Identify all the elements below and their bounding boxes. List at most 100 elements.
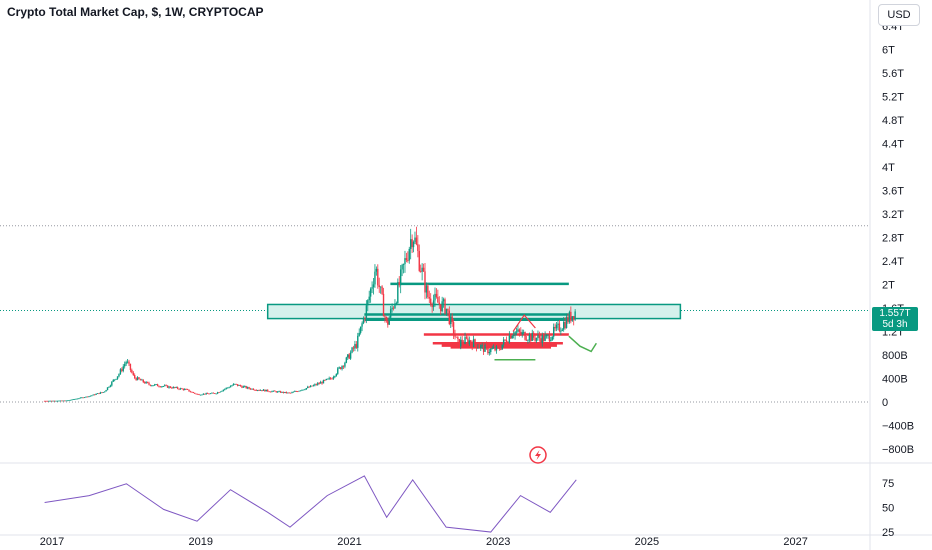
candle-body (515, 331, 518, 333)
candle-body (335, 373, 338, 377)
candle-body (162, 386, 165, 387)
candle-body (344, 362, 346, 367)
candle-body (56, 400, 59, 402)
candle-body (244, 386, 246, 388)
candle-body (510, 335, 512, 339)
candle-body (408, 248, 410, 261)
candle-body (215, 393, 217, 395)
candle-body (460, 339, 462, 347)
price-axis: 6.4T6T5.6T5.2T4.8T4.4T4T3.6T3.2T2.8T2.4T… (882, 21, 914, 539)
candle-body (560, 330, 562, 332)
candle-body (63, 400, 66, 402)
candle-body (454, 334, 456, 337)
candle-body (301, 389, 303, 391)
flash-circle-icon[interactable] (529, 446, 547, 464)
candle-body (457, 337, 459, 339)
candle-body (554, 326, 556, 329)
candle-body (297, 391, 299, 393)
candle-body (488, 352, 491, 354)
candle-body (357, 335, 359, 348)
candle-body (431, 304, 433, 308)
red-arrow-annotation (512, 314, 536, 332)
candle-body (72, 399, 74, 400)
candle-body (142, 379, 144, 383)
price-tick-label: −800B (882, 444, 914, 456)
candle-body (89, 395, 92, 397)
candle-body (358, 332, 360, 336)
candle-body (420, 270, 422, 272)
candle-body (440, 304, 442, 312)
candle-body (525, 339, 528, 341)
candle-body (461, 339, 463, 344)
candle-body (507, 342, 509, 344)
candle-body (224, 388, 226, 390)
price-tick-label: 4.8T (882, 115, 904, 127)
candle-body (379, 286, 382, 288)
candle-body (311, 385, 313, 387)
price-tick-label: 4T (882, 162, 895, 174)
price-tick-label: −400B (882, 421, 914, 433)
candle-body (331, 378, 333, 380)
candle-body (214, 393, 216, 394)
candle-body (482, 344, 485, 352)
candle-body (478, 347, 481, 349)
time-tick-label: 2019 (189, 536, 213, 548)
candle-body (511, 335, 513, 339)
candle-body (501, 344, 503, 350)
candle-body (389, 309, 392, 318)
candle-body (314, 384, 316, 386)
candle-body (101, 392, 103, 394)
candle-body (348, 354, 350, 359)
candle-body (328, 377, 330, 379)
candle-body (520, 331, 522, 335)
candle-body (92, 394, 94, 396)
candle-body (146, 381, 149, 383)
candle-body (259, 390, 262, 391)
candle-body (218, 392, 220, 393)
candle-body (502, 339, 505, 345)
candle-body (201, 394, 203, 396)
candle-body (198, 394, 200, 395)
candle-body (474, 339, 476, 345)
candle-body (52, 400, 54, 402)
candle-body (284, 391, 286, 393)
candle-body (375, 268, 378, 272)
candle-body (226, 387, 229, 389)
candle-body (338, 367, 340, 369)
candle-body (274, 390, 276, 392)
candle-body (441, 301, 443, 312)
candle-body (199, 394, 202, 396)
candle-body (378, 285, 380, 288)
candle-body (531, 332, 533, 341)
candle-body (428, 297, 430, 299)
last-price-label: 1.557T (879, 308, 911, 319)
candle-body (392, 307, 395, 309)
candle-body (484, 345, 486, 352)
candle-body (334, 376, 336, 378)
candle-body (568, 311, 571, 323)
candle-body (59, 400, 62, 402)
price-tick-label: 3.2T (882, 209, 904, 221)
candle-body (471, 342, 473, 347)
candle-body (272, 390, 275, 392)
candle-body (398, 282, 400, 286)
candle-body (131, 370, 133, 373)
candle-body (168, 386, 170, 388)
candle-body (68, 400, 70, 401)
candle-body (465, 337, 468, 339)
candle-body (308, 386, 310, 388)
candle-body (139, 379, 142, 381)
candle-body (552, 326, 555, 337)
candle-body (277, 391, 279, 393)
candle-body (561, 329, 563, 331)
candle-body (395, 303, 398, 304)
candle-body (212, 392, 215, 394)
candle-body (455, 336, 458, 338)
candle-body (239, 385, 242, 387)
candle-body (325, 378, 328, 381)
candle-body (497, 345, 499, 347)
currency-button[interactable]: USD (878, 4, 920, 26)
countdown-label: 5d 3h (882, 319, 908, 330)
